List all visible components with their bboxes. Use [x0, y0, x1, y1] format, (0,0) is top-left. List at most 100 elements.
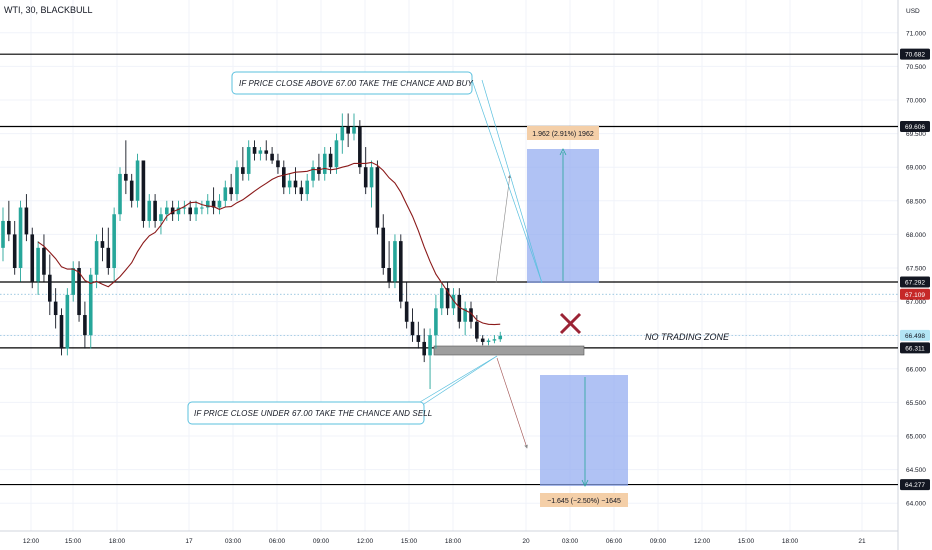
candle-body: [36, 248, 40, 282]
time-tick-label: 15:00: [65, 538, 82, 545]
candle-body: [30, 234, 34, 281]
candle-body: [270, 154, 274, 161]
candle-body: [165, 208, 169, 215]
time-tick-label: 18:00: [445, 538, 462, 545]
candle-body: [54, 302, 58, 315]
candle-body: [364, 167, 368, 187]
candle-body: [405, 302, 409, 322]
candle-body: [229, 187, 233, 194]
sell-callout-text: IF PRICE CLOSE UNDER 67.00 TAKE THE CHAN…: [194, 409, 432, 418]
candle-body: [153, 201, 157, 221]
time-tick-label: 18:00: [782, 538, 799, 545]
time-tick-label: 12:00: [23, 538, 40, 545]
candle-body: [323, 154, 327, 174]
candle-body: [329, 154, 333, 167]
candle-body: [71, 268, 75, 295]
price-tick-label: 65.000: [906, 434, 926, 441]
candle-body: [358, 127, 362, 167]
price-tick-label: 70.000: [906, 98, 926, 105]
candle-body: [241, 167, 245, 174]
candle-body: [264, 150, 268, 153]
candle-body: [294, 181, 298, 188]
candle-body: [393, 241, 397, 281]
candle-body: [417, 335, 421, 342]
buy-callout-text: IF PRICE CLOSE ABOVE 67.00 TAKE THE CHAN…: [239, 79, 474, 88]
candle-body: [19, 208, 23, 268]
price-tick-label: 66.000: [906, 366, 926, 373]
time-tick-label: 12:00: [694, 538, 711, 545]
price-axis[interactable]: 71.000 70.500 70.000 69.500 69.000 68.500 68.0…: [906, 30, 926, 507]
symbol-title: WTI, 30, BLACKBULL: [4, 5, 93, 15]
candle-body: [282, 167, 286, 187]
time-tick-label: 06:00: [606, 538, 623, 545]
candle-body: [124, 174, 128, 181]
candle-body: [136, 160, 140, 200]
price-badge-label: 67.109: [905, 292, 925, 299]
price-badge-label: 67.292: [905, 279, 925, 286]
time-tick-label: 12:00: [357, 538, 374, 545]
price-tick-label: 67.500: [906, 266, 926, 273]
time-tick-label: 15:00: [738, 538, 755, 545]
candle-body: [235, 167, 239, 194]
candle-body: [130, 181, 134, 201]
candle-body: [60, 315, 64, 349]
candle-body: [194, 208, 198, 215]
candle-body: [305, 181, 309, 194]
candle-body: [411, 322, 415, 335]
short-position-label: −1.645 (−2.50%) −1645: [547, 498, 621, 505]
candle-body: [218, 201, 222, 208]
candle-body: [387, 268, 391, 281]
candle-body: [13, 234, 17, 268]
candle-body: [317, 167, 321, 174]
candle-body: [440, 288, 444, 308]
time-tick-label: 06:00: [269, 538, 286, 545]
time-tick-label: 21: [858, 538, 866, 545]
price-badge-label: 69.606: [905, 124, 925, 131]
no-trading-zone-box[interactable]: [434, 346, 584, 355]
time-tick-label: 09:00: [650, 538, 667, 545]
time-tick-label: 20: [522, 538, 530, 545]
candle-body: [300, 187, 304, 194]
candle-body: [259, 150, 263, 153]
candle-body: [428, 335, 432, 355]
price-badge-label: 64.277: [905, 482, 925, 489]
candle-body: [498, 336, 502, 339]
time-tick-label: 03:00: [562, 538, 579, 545]
candle-body: [224, 187, 228, 200]
time-tick-label: 15:00: [401, 538, 418, 545]
candle-body: [66, 295, 70, 349]
price-tick-label: 68.500: [906, 198, 926, 205]
price-badge-label: 70.682: [905, 52, 925, 59]
chart-canvas[interactable]: WTI, 30, BLACKBULL USD NO TRADING ZONE 1…: [0, 0, 932, 550]
candle-body: [475, 322, 479, 339]
candle-body: [481, 339, 485, 342]
no-trading-zone-label: NO TRADING ZONE: [645, 332, 730, 342]
price-tick-label: 68.000: [906, 232, 926, 239]
candle-body: [381, 228, 385, 268]
candle-body: [247, 147, 251, 174]
short-position-box[interactable]: [540, 375, 628, 486]
candle-body: [107, 248, 111, 268]
price-badge-label: 66.498: [905, 333, 925, 340]
long-position-label: 1.962 (2.91%) 1962: [532, 131, 594, 138]
candle-body: [288, 181, 292, 188]
price-badge-label: 66.311: [905, 345, 925, 352]
candle-body: [352, 127, 356, 134]
candle-body: [370, 167, 374, 187]
price-tick-label: 69.500: [906, 131, 926, 138]
candle-body: [493, 339, 497, 340]
price-tick-label: 70.500: [906, 64, 926, 71]
candle-body: [253, 147, 257, 154]
candle-body: [399, 241, 403, 301]
time-tick-label: 03:00: [225, 538, 242, 545]
candle-body: [341, 127, 345, 140]
candle-body: [487, 341, 491, 342]
candle-body: [346, 127, 350, 134]
candle-body: [42, 248, 46, 275]
price-tick-label: 64.000: [906, 501, 926, 508]
candle-body: [147, 201, 151, 221]
candle-body: [83, 315, 87, 335]
price-tick-label: 67.000: [906, 299, 926, 306]
candle-body: [25, 208, 29, 235]
candle-body: [95, 241, 99, 275]
